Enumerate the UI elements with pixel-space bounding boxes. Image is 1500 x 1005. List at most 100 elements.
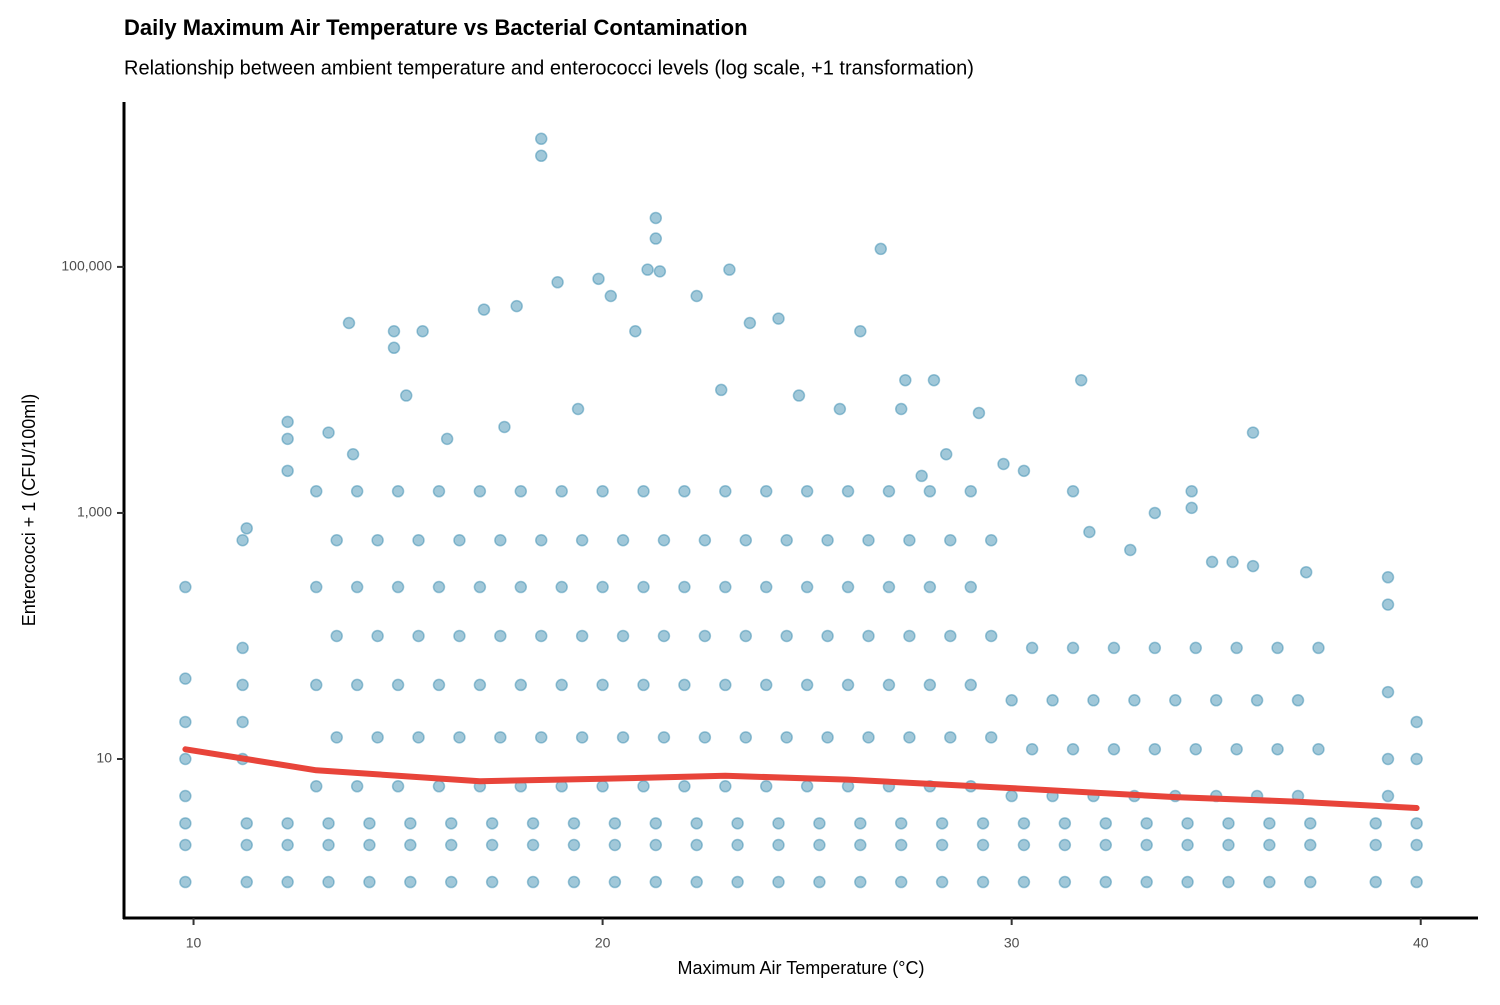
scatter-point <box>604 289 618 303</box>
scatter-point <box>1087 694 1100 707</box>
scatter-point <box>240 875 253 889</box>
scatter-point <box>236 678 249 692</box>
scatter-point <box>719 485 732 498</box>
scatter-point <box>1017 464 1031 478</box>
scatter-point <box>473 485 487 498</box>
scatter-point <box>759 485 773 498</box>
scatter-point <box>1017 817 1031 830</box>
scatter-point <box>477 303 491 316</box>
scatter-point <box>575 629 589 643</box>
scatter-point <box>179 752 192 766</box>
scatter-point <box>310 780 323 793</box>
scatter-point <box>1369 838 1382 852</box>
scatter-point <box>1410 838 1423 852</box>
scatter-point <box>526 817 540 830</box>
trend-line <box>182 746 1420 811</box>
scatter-point <box>915 469 928 483</box>
scatter-point <box>1099 875 1113 889</box>
scatter-point <box>363 817 376 830</box>
scatter-point <box>1230 641 1243 655</box>
scatter-point <box>498 420 511 434</box>
scatter-point <box>1205 555 1219 569</box>
x-tick-label: 10 <box>186 935 202 951</box>
scatter-point <box>964 678 978 692</box>
scatter-point <box>813 838 826 852</box>
scatter-point <box>1058 838 1072 852</box>
scatter-point <box>1291 694 1305 707</box>
scatter-point <box>330 629 343 643</box>
scatter-point <box>1148 506 1162 520</box>
scatter-point <box>1169 694 1182 707</box>
scatter-point <box>882 485 896 498</box>
scatter-point <box>494 731 507 744</box>
x-axis-label: Maximum Air Temperature (°C) <box>678 958 925 978</box>
scatter-point <box>1410 715 1423 729</box>
scatter-point <box>678 678 691 692</box>
scatter-point <box>935 817 949 830</box>
scatter-point <box>637 780 650 793</box>
scatter-point <box>1140 875 1153 889</box>
scatter-point <box>473 678 487 692</box>
scatter-point <box>739 533 753 547</box>
scatter-point <box>596 678 609 692</box>
scatter-point <box>653 265 667 278</box>
scatter-point <box>743 316 757 330</box>
scatter-point <box>596 485 609 498</box>
scatter-point <box>330 533 343 547</box>
scatter-point <box>1189 641 1202 655</box>
scatter-point <box>391 678 405 692</box>
scatter-point <box>1185 485 1198 498</box>
scatter-point <box>387 324 401 338</box>
scatter-point <box>1312 743 1325 756</box>
scatter-point <box>1381 685 1395 699</box>
scatter-point <box>923 678 937 692</box>
scatter-point <box>514 485 528 498</box>
scatter-point <box>731 875 744 889</box>
scatter-point <box>432 580 446 594</box>
y-axis-label: Enterococci + 1 (CFU/100ml) <box>19 394 39 627</box>
scatter-point <box>240 522 253 535</box>
scatter-point <box>322 426 335 439</box>
scatter-point <box>1046 694 1059 707</box>
scatter-point <box>1304 817 1317 830</box>
scatter-point <box>567 838 581 852</box>
scatter-point <box>649 211 663 225</box>
scatter-point <box>363 838 376 852</box>
scatter-point <box>1230 743 1243 756</box>
scatter-point <box>690 875 703 889</box>
scatter-point <box>1017 838 1031 852</box>
scatter-point <box>1222 875 1235 889</box>
scatter-point <box>1304 875 1317 889</box>
scatter-point <box>780 533 793 547</box>
scatter-point <box>445 817 458 830</box>
scatter-point <box>371 533 384 547</box>
scatter-point <box>894 402 908 416</box>
scatter-point <box>330 731 343 744</box>
scatter-point <box>719 678 732 692</box>
scatter-point <box>759 580 773 594</box>
scatter-point <box>526 875 540 889</box>
scatter-point <box>432 780 446 793</box>
scatter-point <box>997 457 1010 471</box>
scatter-point <box>571 402 585 416</box>
scatter-point <box>514 580 528 594</box>
scatter-point <box>841 485 855 498</box>
scatter-point <box>179 838 192 852</box>
scatter-point <box>944 533 957 547</box>
scatter-point <box>371 629 384 643</box>
scatter-point <box>899 373 912 387</box>
scatter-point <box>387 341 401 355</box>
scatter-point <box>400 389 413 402</box>
scatter-point <box>854 875 867 889</box>
scatter-point <box>903 731 916 744</box>
scatter-point <box>453 731 466 744</box>
scatter-point <box>1005 789 1018 803</box>
scatter-point <box>534 533 548 547</box>
scatter-point <box>567 875 581 889</box>
scatter-point <box>1381 752 1395 766</box>
scatter-point <box>1271 743 1284 756</box>
scatter-point <box>322 817 335 830</box>
scatter-point <box>984 533 998 547</box>
scatter-point <box>1189 743 1202 756</box>
